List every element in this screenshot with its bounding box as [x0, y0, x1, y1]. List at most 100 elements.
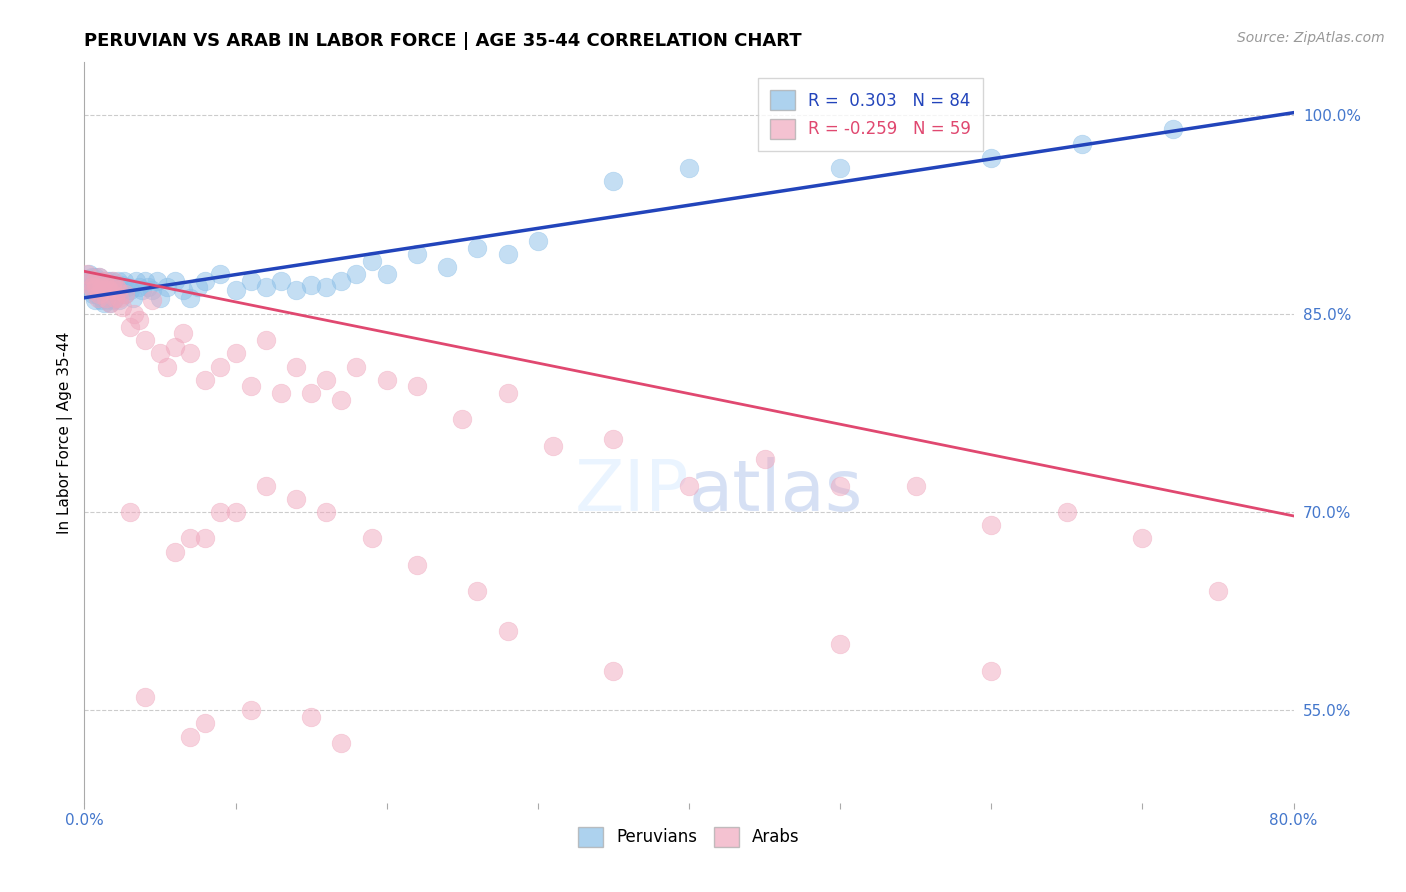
Point: [830, 478, 852, 492]
Point: [239, 274, 262, 288]
Point: [107, 283, 129, 297]
Point: [96, 283, 118, 297]
Point: [134, 333, 156, 347]
Point: [375, 373, 398, 387]
Point: [79, 274, 101, 288]
Point: [754, 452, 776, 467]
Point: [97, 283, 120, 297]
Point: [90, 280, 112, 294]
Point: [110, 283, 132, 297]
Y-axis label: In Labor Force | Age 35-44: In Labor Force | Age 35-44: [58, 332, 73, 533]
Point: [80, 277, 103, 292]
Point: [541, 439, 564, 453]
Point: [96, 293, 118, 308]
Point: [225, 346, 247, 360]
Point: [96, 280, 118, 294]
Point: [93, 280, 115, 294]
Point: [830, 161, 852, 176]
Point: [602, 432, 624, 446]
Point: [98, 291, 121, 305]
Point: [194, 716, 217, 731]
Point: [87, 291, 110, 305]
Point: [104, 280, 127, 294]
Point: [98, 296, 121, 310]
Point: [80, 269, 103, 284]
Point: [114, 286, 136, 301]
Point: [112, 274, 135, 288]
Point: [602, 664, 624, 678]
Point: [1206, 584, 1229, 599]
Point: [101, 293, 124, 308]
Point: [225, 283, 247, 297]
Point: [94, 291, 117, 305]
Point: [141, 283, 163, 297]
Point: [76, 274, 98, 288]
Point: [156, 359, 179, 374]
Point: [141, 293, 163, 308]
Point: [179, 346, 201, 360]
Point: [101, 283, 124, 297]
Point: [89, 277, 111, 292]
Point: [165, 274, 187, 288]
Point: [406, 247, 429, 261]
Point: [94, 291, 117, 305]
Point: [122, 307, 145, 321]
Point: [104, 291, 127, 305]
Point: [82, 283, 104, 297]
Point: [79, 283, 101, 297]
Point: [94, 274, 117, 288]
Point: [315, 505, 337, 519]
Point: [128, 280, 150, 294]
Point: [1056, 505, 1078, 519]
Text: atlas: atlas: [689, 458, 863, 526]
Point: [299, 277, 322, 292]
Point: [194, 274, 217, 288]
Point: [285, 283, 308, 297]
Point: [239, 379, 262, 393]
Text: PERUVIAN VS ARAB IN LABOR FORCE | AGE 35-44 CORRELATION CHART: PERUVIAN VS ARAB IN LABOR FORCE | AGE 35…: [84, 32, 801, 50]
Text: ZIP: ZIP: [575, 458, 689, 526]
Point: [406, 379, 429, 393]
Point: [436, 260, 458, 275]
Point: [82, 286, 104, 301]
Point: [602, 174, 624, 188]
Point: [87, 274, 110, 288]
Point: [84, 293, 107, 308]
Point: [209, 359, 232, 374]
Point: [115, 280, 138, 294]
Point: [84, 269, 107, 284]
Point: [98, 296, 121, 310]
Point: [187, 280, 209, 294]
Point: [86, 280, 108, 294]
Point: [100, 280, 122, 294]
Point: [121, 291, 143, 305]
Point: [107, 274, 129, 288]
Point: [451, 412, 474, 426]
Point: [172, 283, 194, 297]
Point: [97, 280, 120, 294]
Point: [100, 274, 122, 288]
Point: [87, 283, 110, 297]
Point: [100, 280, 122, 294]
Point: [254, 333, 277, 347]
Point: [254, 280, 277, 294]
Point: [118, 319, 141, 334]
Text: Source: ZipAtlas.com: Source: ZipAtlas.com: [1237, 31, 1385, 45]
Point: [108, 291, 131, 305]
Point: [225, 505, 247, 519]
Point: [375, 267, 398, 281]
Point: [105, 283, 128, 297]
Point: [270, 386, 292, 401]
Point: [108, 293, 131, 308]
Point: [118, 283, 141, 297]
Point: [830, 637, 852, 651]
Point: [179, 291, 201, 305]
Point: [118, 505, 141, 519]
Point: [104, 291, 127, 305]
Point: [678, 161, 700, 176]
Point: [1130, 532, 1153, 546]
Point: [89, 286, 111, 301]
Point: [360, 532, 382, 546]
Point: [89, 269, 111, 284]
Point: [194, 373, 217, 387]
